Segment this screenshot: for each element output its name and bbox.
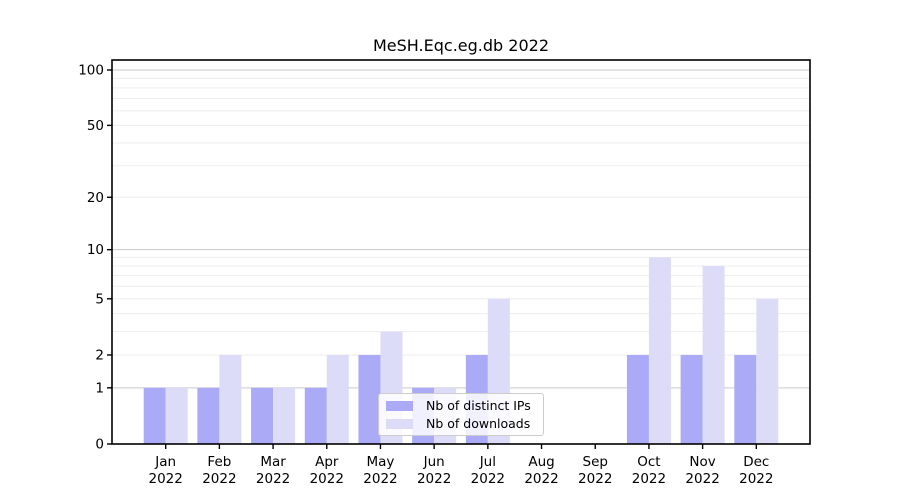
- y-tick-label: 0: [95, 437, 104, 453]
- x-tick-label: Sep 2022: [578, 454, 612, 487]
- y-tick-label: 50: [87, 118, 104, 134]
- bar-downloads: [219, 354, 242, 444]
- bar-downloads: [756, 298, 779, 444]
- y-tick-label: 10: [87, 242, 104, 258]
- x-tick-label: Aug 2022: [524, 454, 558, 487]
- x-tick-label: Nov 2022: [685, 454, 719, 487]
- x-tick-label: Feb 2022: [202, 454, 236, 487]
- grid-layer: [112, 69, 810, 389]
- bar-downloads: [648, 257, 671, 444]
- bar-distinct-ips: [680, 354, 703, 444]
- bar-distinct-ips: [626, 354, 649, 444]
- x-tick-label: May 2022: [363, 454, 397, 487]
- bar-distinct-ips: [734, 354, 757, 444]
- x-tick-label: Jan 2022: [149, 454, 183, 487]
- bar-downloads: [702, 265, 725, 444]
- x-tick-label: Apr 2022: [310, 454, 344, 487]
- bar-distinct-ips: [251, 387, 274, 444]
- y-tick-label: 20: [87, 190, 104, 206]
- legend-label-downloads: Nb of downloads: [426, 416, 531, 431]
- x-tick-label: Oct 2022: [632, 454, 666, 487]
- legend-swatch-downloads: [386, 418, 413, 429]
- x-tick-label: Jul 2022: [471, 454, 505, 487]
- legend: Nb of distinct IPs Nb of downloads: [378, 393, 544, 436]
- bar-downloads: [273, 387, 296, 444]
- chart-title: MeSH.Eqc.eg.db 2022: [373, 36, 549, 55]
- axis-layer: 0 1 2 5 10 20 50 100 Jan 2022 Feb 2022 Mar 2022 Apr 202…: [78, 59, 811, 487]
- legend-item-downloads: Nb of downloads: [386, 416, 543, 431]
- legend-label-distinct-ips: Nb of distinct IPs: [426, 398, 531, 413]
- x-tick-label: Mar 2022: [256, 454, 290, 487]
- y-tick-label: 2: [95, 347, 104, 363]
- y-tick-label: 100: [78, 63, 104, 79]
- bar-downloads: [165, 387, 188, 444]
- bar-distinct-ips: [143, 387, 166, 444]
- bar-distinct-ips: [358, 354, 381, 444]
- plot-border: [111, 59, 811, 445]
- bar-distinct-ips: [304, 387, 327, 444]
- bar-distinct-ips: [197, 387, 220, 444]
- legend-item-distinct-ips: Nb of distinct IPs: [386, 398, 543, 413]
- bar-downloads: [326, 354, 349, 444]
- y-tick-label: 5: [95, 291, 104, 307]
- x-tick-label: Jun 2022: [417, 454, 451, 487]
- y-tick-label: 1: [95, 380, 104, 396]
- legend-swatch-distinct-ips: [386, 400, 413, 411]
- x-tick-label: Dec 2022: [739, 454, 773, 487]
